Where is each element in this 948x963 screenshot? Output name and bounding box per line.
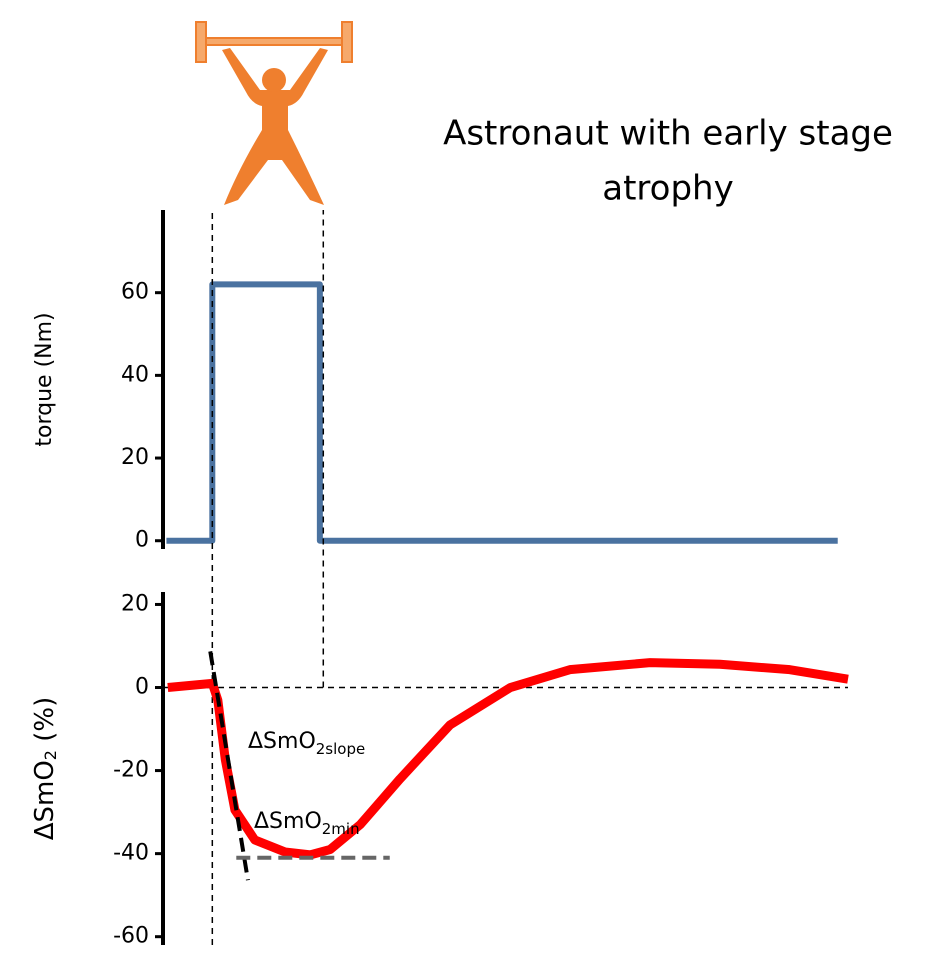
y-tick-label: 20 xyxy=(121,591,149,616)
y-axis-label: torque (Nm) xyxy=(32,312,57,446)
y-tick-label: 40 xyxy=(121,362,149,387)
y-tick-label: 20 xyxy=(121,445,149,470)
bar xyxy=(206,38,342,45)
chart-title: Astronaut with early stage xyxy=(443,114,893,154)
label-part: 2 xyxy=(41,750,60,760)
label-part: ΔSmO xyxy=(30,760,60,840)
chart: Astronaut with early stage atrophy 02040… xyxy=(0,0,948,959)
weightlifter-icon xyxy=(196,22,352,205)
label-part: 2slope xyxy=(316,740,365,758)
plate xyxy=(342,22,352,62)
y-tick-label: -20 xyxy=(113,758,149,783)
y-tick-label: -60 xyxy=(113,924,149,949)
label-part: ΔSmO xyxy=(254,809,322,834)
annotation-line xyxy=(210,651,248,880)
y-tick-label: 0 xyxy=(135,528,149,553)
head xyxy=(262,68,286,92)
y-axis-label: ΔSmO2 (%) xyxy=(30,697,60,841)
y-tick-label: -40 xyxy=(113,841,149,866)
annotation-label: ΔSmO2slope xyxy=(248,729,365,758)
plate xyxy=(196,22,206,62)
label-part: ΔSmO xyxy=(248,729,316,754)
annotation-label: ΔSmO2min xyxy=(254,809,360,838)
chart-title: atrophy xyxy=(602,169,733,209)
label-part: 2min xyxy=(322,820,360,838)
label-part: (%) xyxy=(30,697,60,750)
data-line xyxy=(166,284,837,540)
y-tick-label: 60 xyxy=(121,280,149,305)
y-tick-label: 0 xyxy=(135,675,149,700)
